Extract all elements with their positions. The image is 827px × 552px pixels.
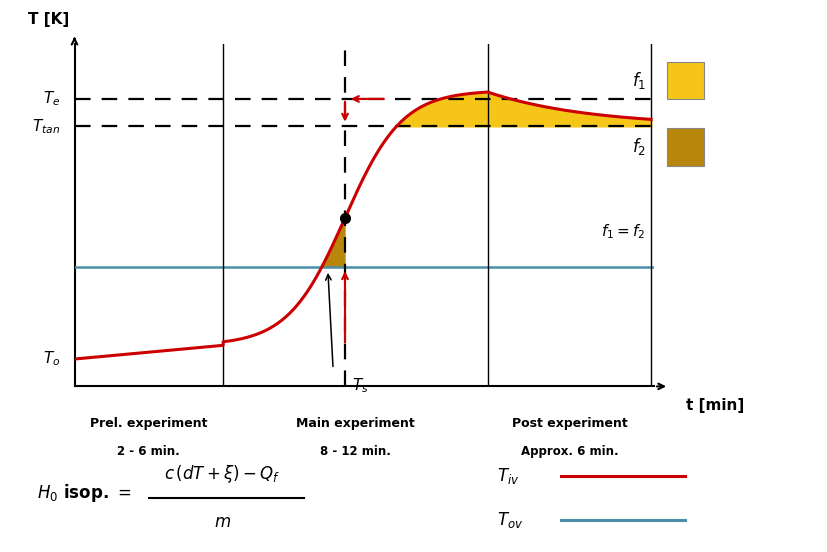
- Text: $c\,(dT + \xi) - Q_f$: $c\,(dT + \xi) - Q_f$: [165, 463, 280, 485]
- Text: $T_s$: $T_s$: [351, 376, 368, 395]
- Text: $f_2$: $f_2$: [631, 136, 645, 157]
- Text: 8 - 12 min.: 8 - 12 min.: [319, 444, 390, 458]
- Text: $T_{ov}$: $T_{ov}$: [496, 510, 523, 530]
- Text: $H_0$ isop. $=$: $H_0$ isop. $=$: [37, 482, 131, 505]
- Text: Approx. 6 min.: Approx. 6 min.: [520, 444, 618, 458]
- Text: $T_{iv}$: $T_{iv}$: [496, 466, 519, 486]
- Text: $T_e$: $T_e$: [43, 89, 60, 108]
- Text: Main experiment: Main experiment: [296, 417, 414, 430]
- Text: $f_1=f_2$: $f_1=f_2$: [600, 222, 645, 241]
- Text: $T_{tan}$: $T_{tan}$: [32, 117, 60, 136]
- Text: 2 - 6 min.: 2 - 6 min.: [117, 444, 180, 458]
- Text: t [min]: t [min]: [685, 398, 743, 413]
- Text: Prel. experiment: Prel. experiment: [90, 417, 208, 430]
- Text: $f_1$: $f_1$: [631, 70, 645, 91]
- Text: Post experiment: Post experiment: [511, 417, 627, 430]
- Text: $m$: $m$: [213, 513, 231, 531]
- Text: $T_o$: $T_o$: [43, 349, 60, 368]
- Text: T [K]: T [K]: [28, 12, 69, 27]
